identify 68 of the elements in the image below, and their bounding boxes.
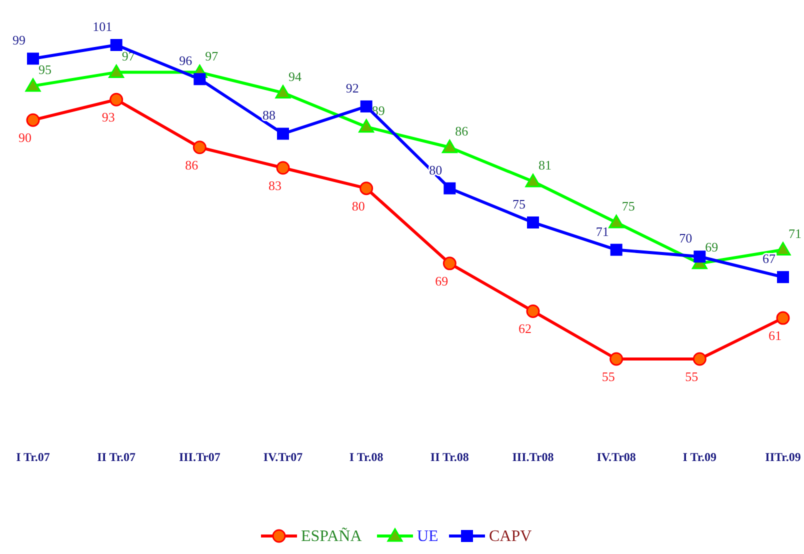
data-label: 69 xyxy=(705,239,718,254)
legend-label: CAPV xyxy=(489,528,532,545)
point xyxy=(360,100,372,112)
data-label: 86 xyxy=(455,123,469,138)
x-tick-label: III.Tr08 xyxy=(512,450,554,464)
data-label: 99 xyxy=(12,32,26,48)
point xyxy=(277,128,289,140)
data-label: 55 xyxy=(602,369,615,384)
point xyxy=(692,352,706,366)
legend-label: ESPAÑA xyxy=(301,527,362,545)
x-tick-label: IV.Tr07 xyxy=(263,450,303,464)
point xyxy=(358,119,374,133)
data-label: 75 xyxy=(622,198,635,214)
point xyxy=(444,182,456,194)
point xyxy=(192,140,206,154)
data-label: 83 xyxy=(268,178,282,193)
point xyxy=(110,39,122,51)
data-label: 86 xyxy=(185,157,199,172)
x-tick-label: II Tr.07 xyxy=(97,450,136,464)
data-label: 71 xyxy=(788,226,802,241)
point xyxy=(526,304,540,318)
data-label: 94 xyxy=(288,68,302,84)
point xyxy=(527,216,539,228)
point xyxy=(25,78,41,92)
point xyxy=(26,113,40,127)
point xyxy=(775,242,791,256)
x-tick-label: I Tr.07 xyxy=(16,450,50,464)
x-tick-label: IITr.09 xyxy=(765,450,801,464)
point xyxy=(194,73,206,86)
data-label: 96 xyxy=(179,53,193,68)
point xyxy=(276,161,290,175)
data-label: 97 xyxy=(205,48,219,64)
data-label: 75 xyxy=(512,196,526,212)
point xyxy=(610,244,622,256)
data-label: 101 xyxy=(92,19,112,34)
data-label: 90 xyxy=(18,130,32,146)
data-label: 67 xyxy=(762,251,776,266)
data-label: 93 xyxy=(102,110,115,125)
x-tick-label: I Tr.09 xyxy=(682,450,717,464)
data-label: 62 xyxy=(518,321,532,336)
x-tick-label: I Tr.08 xyxy=(349,450,384,464)
point xyxy=(110,92,124,106)
data-label: 71 xyxy=(596,224,609,239)
point xyxy=(525,174,541,188)
point xyxy=(442,256,456,270)
point xyxy=(610,352,624,366)
point xyxy=(777,271,789,284)
data-label: 55 xyxy=(685,369,698,384)
point xyxy=(776,311,790,325)
data-label: 92 xyxy=(346,80,359,96)
point xyxy=(108,64,124,78)
x-tick-label: III.Tr07 xyxy=(178,450,220,464)
data-label: 80 xyxy=(352,198,365,214)
data-label: 69 xyxy=(435,273,448,288)
data-label: 61 xyxy=(768,328,782,344)
point xyxy=(608,214,624,228)
data-label: 88 xyxy=(262,108,276,123)
legend-label: UE xyxy=(417,528,438,545)
x-tick-label: IV.Tr08 xyxy=(596,450,636,464)
data-label: 70 xyxy=(679,230,692,246)
point xyxy=(694,250,706,263)
data-label: 95 xyxy=(38,62,52,77)
point xyxy=(275,85,291,99)
point xyxy=(442,140,458,154)
data-label: 81 xyxy=(538,158,552,173)
point xyxy=(27,52,39,65)
x-tick-label: II Tr.08 xyxy=(430,450,469,464)
point xyxy=(360,182,374,196)
